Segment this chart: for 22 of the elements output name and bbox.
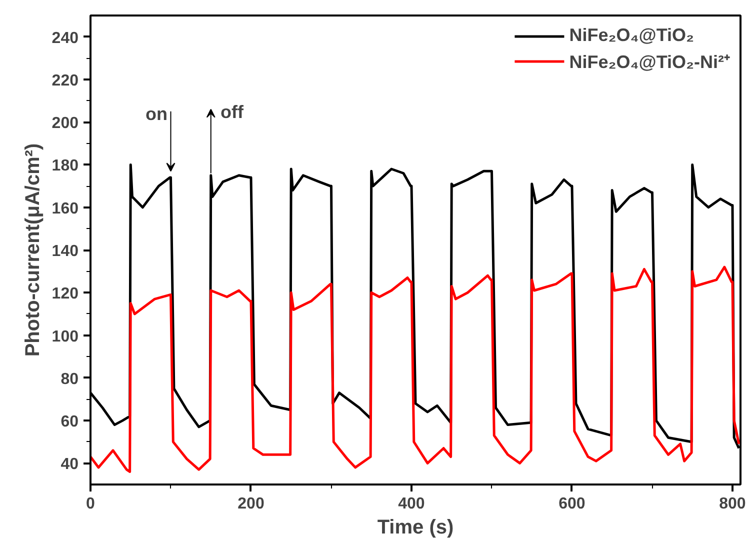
x-tick-label: 0 [86,496,96,512]
y-tick-label: 240 [52,30,79,47]
x-axis-title: Time (s) [377,516,454,538]
legend-label: NiFe₂O₄@TiO₂ [569,25,694,46]
x-tick-label: 600 [558,496,586,512]
annotation: on [146,104,168,124]
y-axis-title: Photo-current(μA/cm²) [22,143,44,357]
legend-label: NiFe₂O₄@TiO₂-Ni²⁺ [569,51,730,73]
annotation: off [220,102,244,122]
y-tick-label: 180 [52,158,79,175]
y-tick-label: 120 [52,286,79,303]
y-tick-label: 40 [60,456,79,474]
x-tick-label: 400 [398,496,425,512]
y-tick-label: 160 [52,200,79,218]
x-tick-label: 800 [719,496,746,512]
y-tick-label: 100 [52,328,79,346]
y-tick-label: 220 [52,72,79,90]
y-tick-label: 60 [60,414,79,431]
y-tick-label: 140 [52,243,79,260]
y-tick-label: 200 [52,115,79,132]
x-tick-label: 200 [238,496,264,512]
y-tick-label: 80 [60,370,79,388]
